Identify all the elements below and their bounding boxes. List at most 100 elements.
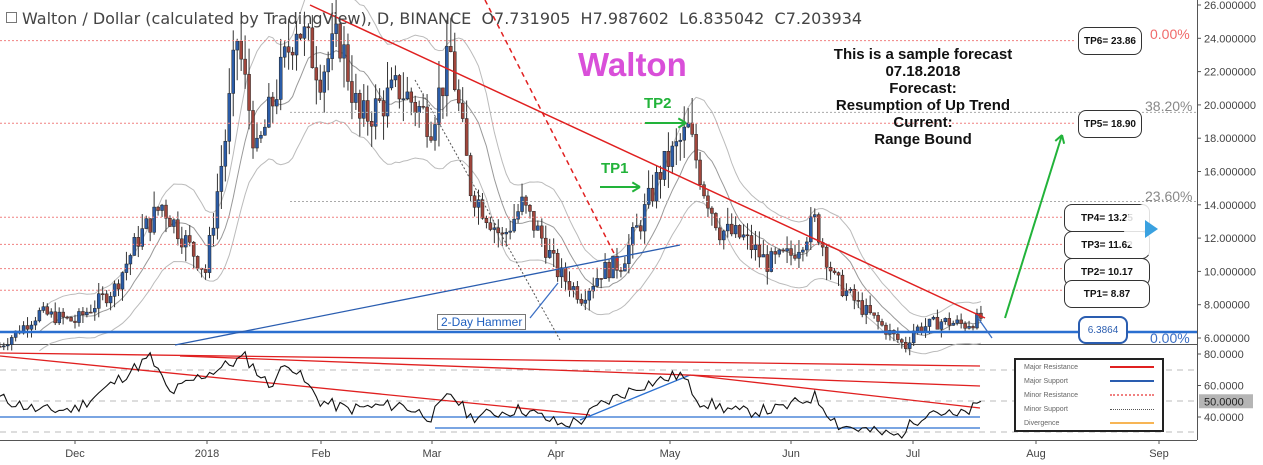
candle-body	[96, 293, 101, 309]
rsi-tick-label: 80.0000	[1204, 349, 1244, 361]
candle-body	[512, 218, 516, 232]
candle-body	[231, 49, 235, 94]
candle-body	[623, 263, 627, 272]
candle-body	[108, 296, 113, 304]
candle-body	[662, 151, 667, 180]
rsi-line	[0, 350, 982, 439]
rsi-current-label: 50.0000	[1204, 396, 1244, 408]
candle-body	[243, 58, 247, 75]
candle-body	[682, 126, 686, 141]
candle-body	[25, 325, 30, 330]
candle-body	[638, 225, 643, 232]
time-tick-label: Apr	[547, 448, 564, 460]
candle-body	[508, 230, 512, 233]
time-tick-label: Dec	[65, 448, 85, 460]
candle-body	[33, 320, 38, 326]
candle-body	[880, 321, 884, 326]
candle-body	[211, 227, 216, 236]
candle-body	[9, 337, 14, 345]
candle-body	[29, 324, 34, 330]
candle-body	[785, 248, 789, 252]
candle-body	[801, 249, 805, 253]
candle-body	[528, 205, 532, 212]
candle-body	[718, 227, 722, 241]
candle-body	[227, 93, 232, 142]
candle-body	[702, 184, 706, 197]
fib-label-bottom: 0.00%	[1150, 330, 1190, 346]
candle-body	[207, 235, 212, 273]
candle-body	[132, 237, 137, 256]
candle-body	[631, 227, 635, 246]
candle-body	[342, 44, 346, 59]
time-tick-label: Jun	[782, 448, 800, 460]
candle-body	[104, 293, 109, 304]
arrow-head	[1061, 134, 1066, 144]
candle-body	[547, 250, 552, 258]
candle-body	[884, 324, 888, 335]
candle-body	[152, 206, 156, 233]
time-tick-label: Mar	[423, 448, 442, 460]
candle-body	[852, 288, 857, 301]
candle-body	[326, 58, 330, 73]
candle-body	[0, 346, 2, 348]
candle-body	[904, 341, 908, 349]
price-pane	[0, 0, 1197, 344]
chart-title-walton: Walton	[578, 46, 687, 83]
ohlc-close: C7.203934	[774, 9, 863, 28]
candle-body	[57, 311, 61, 324]
legend-swatch	[1110, 422, 1154, 424]
candle-body	[314, 67, 319, 81]
rsi-resistance-line	[0, 352, 981, 367]
candle-body	[761, 254, 766, 258]
ohlc-high: H7.987602	[580, 9, 669, 28]
candle-body	[441, 87, 445, 97]
legend-item: Major Resistance	[1016, 360, 1162, 374]
price-tick-label: 14.000000	[1204, 200, 1256, 212]
candle-body	[2, 345, 6, 348]
candle-body	[492, 227, 497, 230]
candle-body	[690, 122, 694, 135]
candle-body	[698, 159, 702, 185]
play-button[interactable]	[1124, 203, 1176, 255]
candle-body	[816, 214, 821, 243]
candle-body	[722, 230, 726, 241]
candle-body	[749, 235, 754, 251]
pointer-arrow	[977, 317, 993, 339]
candle-body	[496, 227, 501, 234]
candle-body	[290, 51, 295, 56]
legend-item: Minor Support	[1016, 402, 1162, 416]
candle-body	[286, 46, 291, 53]
arrow-head	[631, 181, 641, 188]
candle-body	[797, 251, 801, 259]
candle-body	[646, 187, 651, 205]
candle-body	[781, 249, 785, 252]
candle-body	[931, 316, 936, 320]
candle-body	[247, 74, 251, 111]
candle-body	[567, 281, 572, 291]
candle-body	[405, 91, 410, 100]
ohlc-open: O7.731905	[481, 9, 571, 28]
forecast-line: Resumption of Up Trend	[835, 97, 1011, 114]
candle-body	[813, 214, 817, 218]
candle-body	[824, 246, 829, 268]
collapse-icon[interactable]	[6, 12, 17, 23]
candle-body	[915, 326, 920, 332]
candle-body	[694, 134, 698, 161]
candle-body	[168, 217, 172, 227]
price-tick-label: 24.000000	[1204, 33, 1256, 45]
candle-body	[298, 33, 303, 39]
candle-body	[267, 96, 271, 128]
price-tick-label: 8.000000	[1204, 300, 1250, 312]
candle-body	[947, 318, 952, 326]
candle-body	[148, 218, 152, 233]
candle-body	[377, 98, 382, 101]
candle-body	[239, 40, 243, 60]
candle-body	[365, 100, 370, 122]
candle-body	[330, 33, 334, 59]
candle-body	[575, 286, 580, 300]
candle-body	[346, 44, 350, 82]
candle-body	[184, 235, 188, 248]
candle-body	[579, 299, 584, 304]
candle-body	[551, 250, 556, 254]
